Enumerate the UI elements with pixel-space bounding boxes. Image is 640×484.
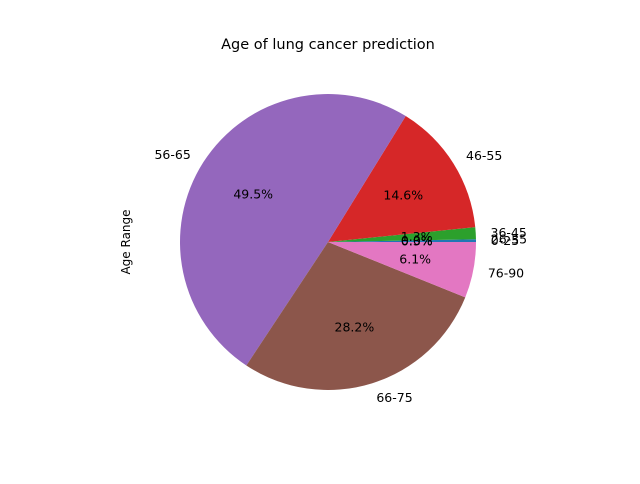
- percent-label-56-65: 49.5%: [233, 187, 273, 202]
- pie-slice-76-90: [328, 242, 476, 298]
- percent-label-0-25: 0.3%: [401, 234, 433, 249]
- category-label-36-45: 36-45: [491, 225, 527, 240]
- pie-slice-66-75: [246, 242, 466, 390]
- percent-labels: 0.3%0.0%1.3% 14.6% 49.5% 28.2% 6.1%: [233, 187, 432, 335]
- percent-label-76-90: 6.1%: [399, 251, 431, 266]
- pie-slices: [180, 94, 476, 390]
- category-label-66-75: 66-75: [376, 390, 412, 405]
- percent-label-36-45: 1.3%: [401, 229, 433, 244]
- pie-slice-0-25: [328, 239, 476, 242]
- y-axis-label: Age Range: [119, 209, 133, 274]
- category-label-26-35: 26-35: [491, 231, 527, 246]
- percent-label-26-35: 0.0%: [401, 233, 433, 248]
- pie-slice-56-65: [180, 94, 406, 366]
- pie-slice-36-45: [328, 227, 476, 242]
- percent-label-66-75: 28.2%: [335, 319, 375, 334]
- percent-label-46-55: 14.6%: [383, 187, 423, 202]
- chart-title: Age of lung cancer prediction: [221, 37, 435, 53]
- category-label-0-25: 0-25: [491, 233, 519, 248]
- pie-slice-46-55: [328, 116, 476, 242]
- category-label-76-90: 76-90: [488, 266, 524, 281]
- category-label-46-55: 46-55: [466, 148, 502, 163]
- category-label-56-65: 56-65: [154, 147, 190, 162]
